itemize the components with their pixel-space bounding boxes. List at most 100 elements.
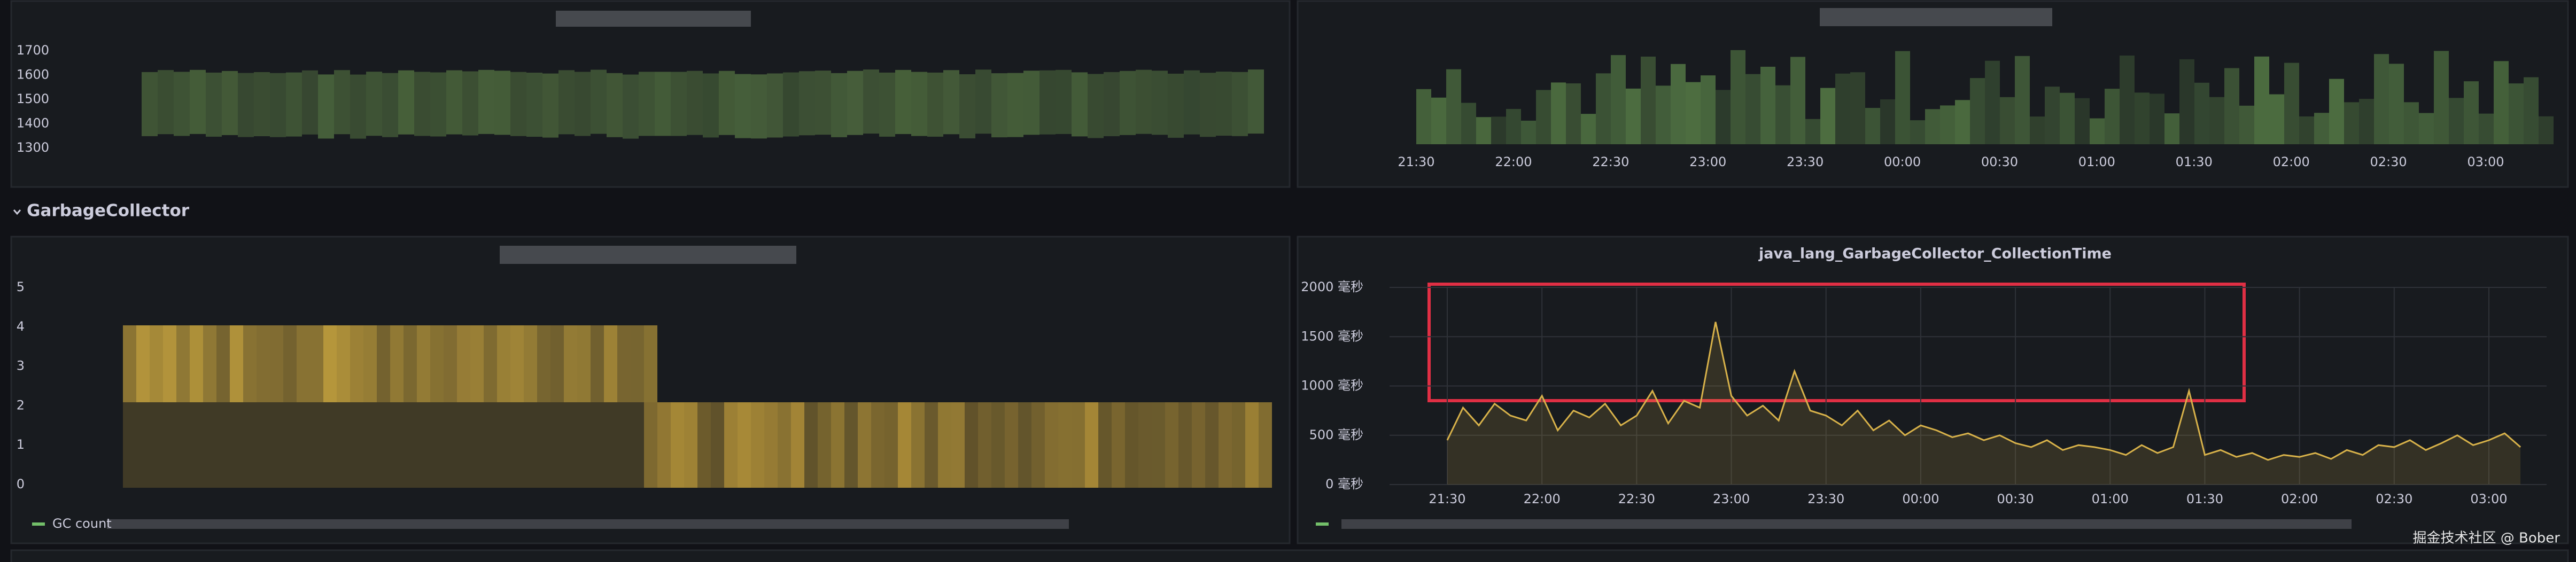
heatmap-cell xyxy=(470,325,484,402)
heatmap-cell xyxy=(1805,119,1820,144)
heatmap-cell xyxy=(564,325,577,402)
heatmap-cell xyxy=(724,402,738,488)
heatmap-cell xyxy=(1056,69,1072,134)
heatmap-cell xyxy=(965,402,978,488)
x-tick-label: 22:00 xyxy=(1495,154,1532,169)
heatmap-cell xyxy=(703,73,719,138)
heatmap-cell xyxy=(591,325,604,402)
heatmap-cell xyxy=(2299,116,2314,144)
heatmap-cell xyxy=(767,73,783,138)
heatmap-cell xyxy=(176,402,190,488)
heatmap-cell xyxy=(577,325,591,402)
x-tick-label: 23:00 xyxy=(1713,491,1750,506)
heatmap-cell xyxy=(190,325,203,402)
heatmap-cell xyxy=(1152,71,1168,135)
heatmap-cell xyxy=(871,402,884,488)
heatmap-cell xyxy=(831,73,847,137)
heatmap-cell xyxy=(257,325,270,402)
heatmap-cell xyxy=(1596,73,1611,144)
heatmap-cell xyxy=(1232,402,1245,488)
heatmap-cell xyxy=(497,402,510,488)
heatmap-cell xyxy=(911,402,925,488)
heatmap-cell xyxy=(537,325,550,402)
heatmap-cell xyxy=(1007,73,1023,137)
heatmap-cell xyxy=(975,69,991,134)
heatmap-cell xyxy=(1178,402,1192,488)
row-title[interactable]: GarbageCollector xyxy=(27,201,190,221)
heatmap-cell xyxy=(2224,68,2239,144)
heatmap-cell xyxy=(2045,87,2060,144)
heatmap-cell xyxy=(577,402,591,488)
heatmap-cell xyxy=(366,72,382,136)
heatmap-cell xyxy=(297,325,310,402)
heatmap-cell xyxy=(2209,97,2224,144)
heatmap-cell xyxy=(1192,402,1205,488)
legend-label[interactable]: GC count xyxy=(52,516,112,531)
heatmap-cell xyxy=(190,402,203,488)
x-tick-label: 00:00 xyxy=(1902,491,1939,506)
heatmap-cell xyxy=(764,402,778,488)
heatmap-cell xyxy=(2464,81,2479,144)
heatmap-cell xyxy=(350,325,363,402)
heatmap-cell xyxy=(363,402,377,488)
heatmap-cell xyxy=(2075,98,2090,144)
heatmap-cell xyxy=(1925,109,1940,144)
heatmap-cell xyxy=(1248,69,1264,134)
heatmap-cell xyxy=(430,325,444,402)
heatmap-cell xyxy=(2524,77,2539,144)
heatmap-cell xyxy=(564,402,577,488)
heatmap-cell xyxy=(1039,70,1056,135)
heatmap-cell xyxy=(2539,116,2554,144)
heatmap-cell xyxy=(550,402,564,488)
heatmap-cell xyxy=(644,325,657,402)
heatmap-cell xyxy=(2434,51,2449,144)
heatmap-cell xyxy=(2120,55,2135,144)
heatmap-cell xyxy=(738,402,751,488)
x-tick-label: 01:00 xyxy=(2078,154,2115,169)
heatmap-cell xyxy=(1686,82,1701,144)
blurred-title xyxy=(1820,8,2052,26)
heatmap-cell xyxy=(484,325,497,402)
heatmap-cell xyxy=(617,402,631,488)
heatmap-cell xyxy=(390,325,404,402)
heatmap-cell xyxy=(390,402,404,488)
heatmap-cell xyxy=(470,402,484,488)
heatmap-cell xyxy=(687,71,703,135)
heatmap-cell xyxy=(623,74,639,139)
heatmap-cell xyxy=(142,72,158,136)
highlight-box xyxy=(1427,283,2246,402)
heatmap-cell xyxy=(537,402,550,488)
heatmap-cell xyxy=(2105,89,2120,144)
heatmap-cell xyxy=(591,69,607,134)
heatmap-cell xyxy=(457,325,470,402)
heatmap-cell xyxy=(1058,402,1072,488)
heatmap-cell xyxy=(2494,61,2509,144)
heatmap-cell xyxy=(1880,99,1895,144)
heatmap-cell xyxy=(898,402,911,488)
collapse-chevron[interactable] xyxy=(13,209,21,215)
heatmap-cell xyxy=(1521,120,1536,144)
heatmap-cell xyxy=(1760,66,1775,144)
heatmap-cell xyxy=(444,325,457,402)
heatmap-cell xyxy=(1626,88,1641,144)
heatmap-cell xyxy=(150,402,163,488)
heatmap-cell xyxy=(478,69,494,134)
heatmap-cell xyxy=(230,325,243,402)
heatmap-cell xyxy=(1671,64,1686,144)
heatmap-cell xyxy=(337,325,350,402)
heatmap-cell xyxy=(377,325,390,402)
heatmap-cell xyxy=(243,325,257,402)
blurred-legend xyxy=(107,519,1069,529)
heatmap-cell xyxy=(203,325,216,402)
chart-title: java_lang_GarbageCollector_CollectionTim… xyxy=(1758,246,2112,262)
heatmap-cell xyxy=(417,325,430,402)
x-tick-label: 01:30 xyxy=(2176,154,2213,169)
heatmap-cell xyxy=(2254,56,2269,144)
panel xyxy=(1297,0,2569,188)
heatmap-cell xyxy=(1835,73,1850,144)
heatmap-cell xyxy=(604,402,617,488)
heatmap-cell xyxy=(735,74,751,138)
heatmap-cell xyxy=(310,402,323,488)
heatmap-cell xyxy=(2015,56,2030,144)
